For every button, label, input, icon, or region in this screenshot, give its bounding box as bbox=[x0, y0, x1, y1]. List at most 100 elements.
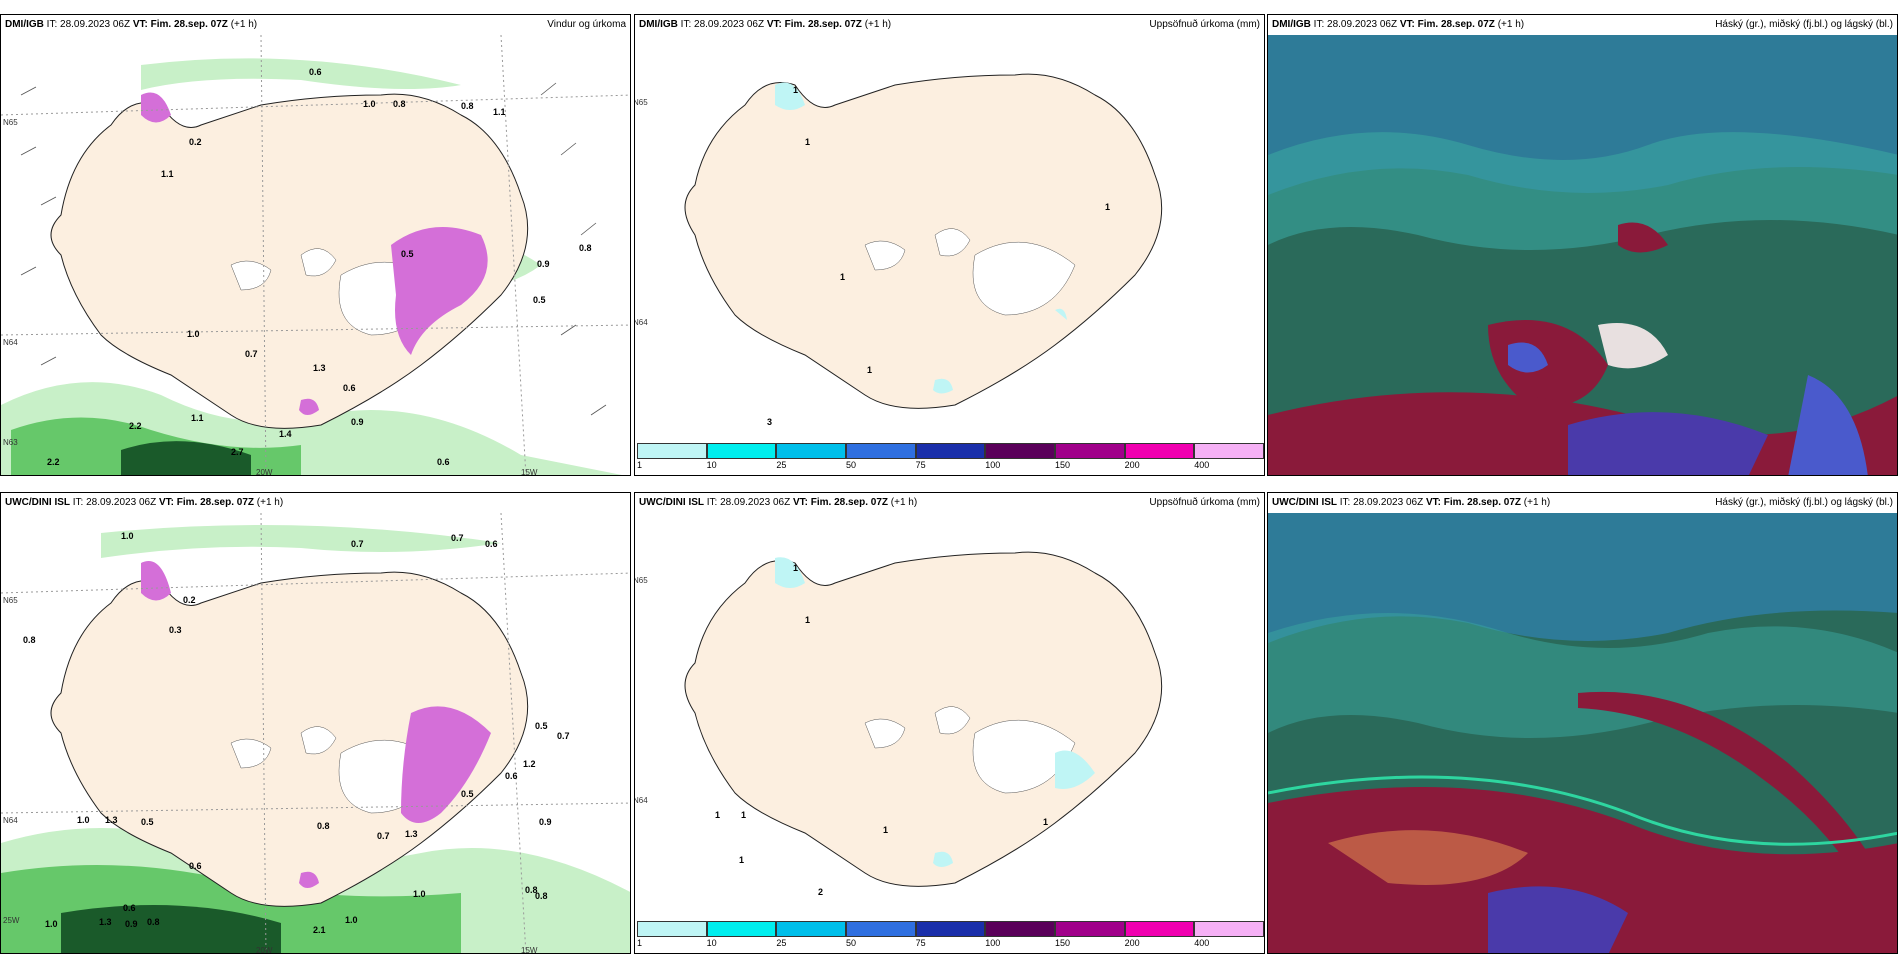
value-label: 1.0 bbox=[77, 815, 90, 825]
colorbar-label: 25 bbox=[776, 460, 787, 470]
value-label: 0.2 bbox=[183, 595, 196, 605]
vt-value: Fim. 28.sep. 07Z bbox=[150, 19, 228, 30]
model-name: UWC/DINI ISL bbox=[1272, 497, 1337, 508]
axis-label: 20W bbox=[256, 468, 273, 476]
precip-values: 0.6 1.0 0.8 0.8 1.1 0.2 1.1 0.5 0.8 0.9 … bbox=[47, 67, 592, 467]
colorbar-label: 75 bbox=[915, 938, 926, 948]
value-label: 1 bbox=[741, 810, 746, 820]
panel-uwc-cloud: UWC/DINI ISL IT: 28.09.2023 06Z VT: Fim.… bbox=[1267, 492, 1898, 954]
value-label: 0.6 bbox=[485, 539, 498, 549]
lead-time: (+1 h) bbox=[890, 497, 918, 508]
value-label: 2.2 bbox=[47, 457, 60, 467]
value-label: 0.5 bbox=[401, 249, 414, 259]
value-label: 0.5 bbox=[533, 295, 546, 305]
value-label: 0.8 bbox=[525, 885, 538, 895]
value-label: 0.2 bbox=[189, 137, 202, 147]
value-label: 1.1 bbox=[493, 107, 506, 117]
value-label: 0.6 bbox=[189, 861, 202, 871]
colorbar-label: 400 bbox=[1194, 460, 1210, 470]
value-label: 1 bbox=[805, 615, 810, 625]
model-name: DMI/IGB bbox=[639, 19, 678, 30]
model-name: UWC/DINI ISL bbox=[639, 497, 704, 508]
it-label: IT: bbox=[1313, 19, 1325, 30]
value-label: 0.8 bbox=[461, 101, 474, 111]
product-title: Vindur og úrkoma bbox=[547, 19, 626, 30]
value-label: 0.6 bbox=[309, 67, 322, 77]
it-label: IT: bbox=[72, 497, 84, 508]
iceland-land bbox=[684, 73, 1163, 409]
panel-header: UWC/DINI ISL IT: 28.09.2023 06Z VT: Fim.… bbox=[1268, 493, 1897, 513]
value-label: 0.6 bbox=[123, 903, 136, 913]
panel-uwc-precip: UWC/DINI ISL IT: 28.09.2023 06Z VT: Fim.… bbox=[634, 492, 1265, 954]
colorbar-segment bbox=[776, 443, 846, 459]
axis-label: N65 bbox=[635, 98, 648, 107]
it-value: 28.09.2023 06Z bbox=[720, 497, 791, 508]
value-label: 0.8 bbox=[147, 917, 160, 927]
value-label: 2.7 bbox=[231, 447, 244, 457]
panel-header: DMI/IGB IT: 28.09.2023 06Z VT: Fim. 28.s… bbox=[635, 15, 1264, 35]
colorbar-label: 10 bbox=[706, 460, 717, 470]
model-name: DMI/IGB bbox=[5, 19, 44, 30]
colorbar-segment bbox=[1194, 443, 1264, 459]
value-label: 1.3 bbox=[313, 363, 326, 373]
value-label: 1.4 bbox=[279, 429, 292, 439]
it-value: 28.09.2023 06Z bbox=[1327, 19, 1398, 30]
lead-time: (+1 h) bbox=[1523, 497, 1551, 508]
panel-dmi-cloud: DMI/IGB IT: 28.09.2023 06Z VT: Fim. 28.s… bbox=[1267, 14, 1898, 476]
colorbar-label: 200 bbox=[1124, 938, 1140, 948]
value-label: 0.9 bbox=[125, 919, 138, 929]
value-label: 2.2 bbox=[129, 421, 142, 431]
it-label: IT: bbox=[46, 19, 58, 30]
colorbar-segment bbox=[1054, 443, 1125, 459]
wind-barbs bbox=[20, 82, 607, 416]
vt-label: VT: bbox=[766, 19, 782, 30]
colorbar-segment bbox=[1194, 921, 1264, 937]
model-name: DMI/IGB bbox=[1272, 19, 1311, 30]
it-value: 28.09.2023 06Z bbox=[1353, 497, 1424, 508]
value-label: 0.7 bbox=[245, 349, 258, 359]
vt-value: Fim. 28.sep. 07Z bbox=[1443, 497, 1522, 508]
lead-time: (+1 h) bbox=[864, 19, 892, 30]
colorbar-segment bbox=[776, 921, 846, 937]
lead-time: (+1 h) bbox=[256, 497, 284, 508]
panel-uwc-wind: UWC/DINI ISL IT: 28.09.2023 06Z VT: Fim.… bbox=[0, 492, 631, 954]
axis-labels: N65 N64 bbox=[635, 98, 648, 327]
value-label: 0.5 bbox=[461, 789, 474, 799]
vt-label: VT: bbox=[792, 497, 808, 508]
precip-map: N65 N64 1 1 1 1 1 2 1 1 bbox=[635, 513, 1264, 923]
colorbar: 1 10 25 50 75 100 150 200 400 bbox=[637, 443, 1264, 473]
value-label: 0.9 bbox=[537, 259, 550, 269]
vt-label: VT: bbox=[1399, 19, 1415, 30]
product-title: Uppsöfnuð úrkoma (mm) bbox=[1149, 497, 1260, 508]
value-label: 0.3 bbox=[169, 625, 182, 635]
cloud-map bbox=[1268, 35, 1897, 475]
colorbar-segment bbox=[706, 921, 777, 937]
value-label: 3 bbox=[767, 417, 772, 427]
value-label: 1.0 bbox=[413, 889, 426, 899]
value-label: 0.9 bbox=[351, 417, 364, 427]
value-label: 2 bbox=[818, 887, 823, 897]
value-label: 1 bbox=[867, 365, 872, 375]
value-label: 1.0 bbox=[363, 99, 376, 109]
colorbar-label: 150 bbox=[1054, 938, 1070, 948]
colorbar-label: 400 bbox=[1194, 938, 1210, 948]
axis-label: 15W bbox=[521, 468, 538, 476]
product-title: Háský (gr.), miðský (fj.bl.) og lágský (… bbox=[1715, 19, 1893, 30]
product-title: Háský (gr.), miðský (fj.bl.) og lágský (… bbox=[1715, 497, 1893, 508]
colorbar-segment bbox=[706, 443, 777, 459]
colorbar-label: 50 bbox=[845, 938, 856, 948]
value-label: 0.6 bbox=[343, 383, 356, 393]
axis-label: N64 bbox=[3, 338, 18, 347]
colorbar-segment bbox=[915, 443, 986, 459]
model-name: UWC/DINI ISL bbox=[5, 497, 70, 508]
value-label: 1 bbox=[793, 85, 798, 95]
colorbar-segment bbox=[985, 921, 1055, 937]
wind-precip-map: N65 N64 N63 20W 15W 0.6 1.0 0.8 0.8 1.1 … bbox=[1, 35, 630, 476]
colorbar-segment bbox=[845, 921, 916, 937]
precip-values: 1 1 1 1 3 1 bbox=[767, 85, 1110, 427]
it-label: IT: bbox=[680, 19, 692, 30]
lead-time: (+1 h) bbox=[230, 19, 258, 30]
axis-label: N65 bbox=[635, 576, 648, 585]
vt-value: Fim. 28.sep. 07Z bbox=[810, 497, 889, 508]
colorbar-label: 1 bbox=[637, 460, 643, 470]
